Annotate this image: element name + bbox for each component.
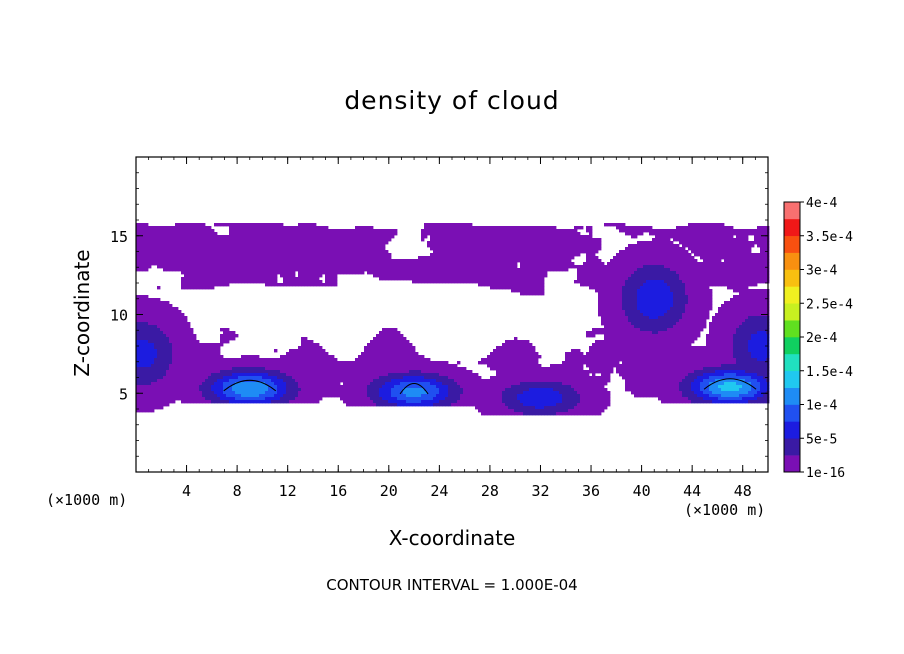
- x-axis: 4 8 12 16 20 24 28 32 36 40 44 48: [135, 157, 769, 500]
- colorbar-swatch-10: [784, 286, 800, 304]
- y-axis: 5 10 15: [110, 156, 768, 473]
- contour-interval-note: CONTOUR INTERVAL = 1.000E-04: [326, 576, 578, 594]
- x-tick-label-16: 16: [329, 482, 347, 500]
- colorbar-swatch-3: [784, 404, 800, 422]
- colorbar-label-4: 2e-4: [806, 331, 837, 346]
- x-tick-label-40: 40: [633, 482, 651, 500]
- colorbar-swatch-6: [784, 353, 800, 372]
- colorbar-label-0: 1e-16: [806, 466, 845, 481]
- core-contour-3: [703, 378, 757, 390]
- core-contour-1: [399, 382, 429, 395]
- colorbar-label-1: 5e-5: [806, 432, 837, 447]
- x-unit-left: (×1000 m): [46, 491, 128, 509]
- colorbar-swatch-1: [784, 438, 800, 456]
- colorbar-swatch-2: [784, 421, 800, 439]
- x-tick-label-20: 20: [380, 482, 398, 500]
- colorbar-swatch-4: [784, 387, 800, 405]
- x-tick-label-36: 36: [582, 482, 600, 500]
- x-tick-label-4: 4: [182, 482, 191, 500]
- y-tick-label-15: 15: [110, 228, 128, 246]
- contour-lines: [223, 378, 757, 395]
- x-axis-label: X-coordinate: [388, 526, 516, 550]
- colorbar-label-2: 1e-4: [806, 399, 837, 414]
- x-tick-label-8: 8: [233, 482, 242, 500]
- y-axis-label: Z-coordinate: [70, 249, 94, 377]
- colorbar-swatch-0: [784, 455, 800, 473]
- colorbar: 1e-16 5e-5 1e-4 1.5e-4 2e-4 2.5e-4 3e-4 3.5e-4 4…: [783, 196, 853, 481]
- colorbar-label-7: 3.5e-4: [806, 230, 853, 245]
- colorbar-label-3: 1.5e-4: [806, 365, 853, 380]
- colorbar-swatch-14: [784, 218, 800, 237]
- chart-title: density of cloud: [344, 86, 560, 115]
- colorbar-label-5: 2.5e-4: [806, 297, 853, 312]
- x-tick-label-28: 28: [481, 482, 499, 500]
- colorbar-swatch-5: [784, 370, 800, 388]
- colorbar-swatch-7: [784, 337, 800, 355]
- colorbar-swatch-9: [784, 303, 800, 321]
- colorbar-swatch-13: [784, 235, 800, 253]
- x-tick-label-12: 12: [279, 482, 297, 500]
- colorbar-swatch-11: [784, 269, 800, 287]
- y-tick-label-5: 5: [119, 385, 128, 403]
- colorbar-label-6: 3e-4: [806, 264, 837, 279]
- core-contour-0: [223, 379, 277, 392]
- x-tick-label-48: 48: [734, 482, 752, 500]
- x-tick-label-44: 44: [683, 482, 701, 500]
- colorbar-swatch-15: [784, 202, 800, 220]
- y-tick-label-10: 10: [110, 307, 128, 325]
- x-tick-label-24: 24: [430, 482, 448, 500]
- colorbar-swatch-8: [784, 320, 800, 338]
- cloud-density-field: [136, 223, 770, 416]
- x-tick-label-32: 32: [531, 482, 549, 500]
- colorbar-label-8: 4e-4: [806, 196, 837, 211]
- x-unit-right: (×1000 m): [684, 501, 766, 519]
- colorbar-swatch-12: [784, 252, 800, 270]
